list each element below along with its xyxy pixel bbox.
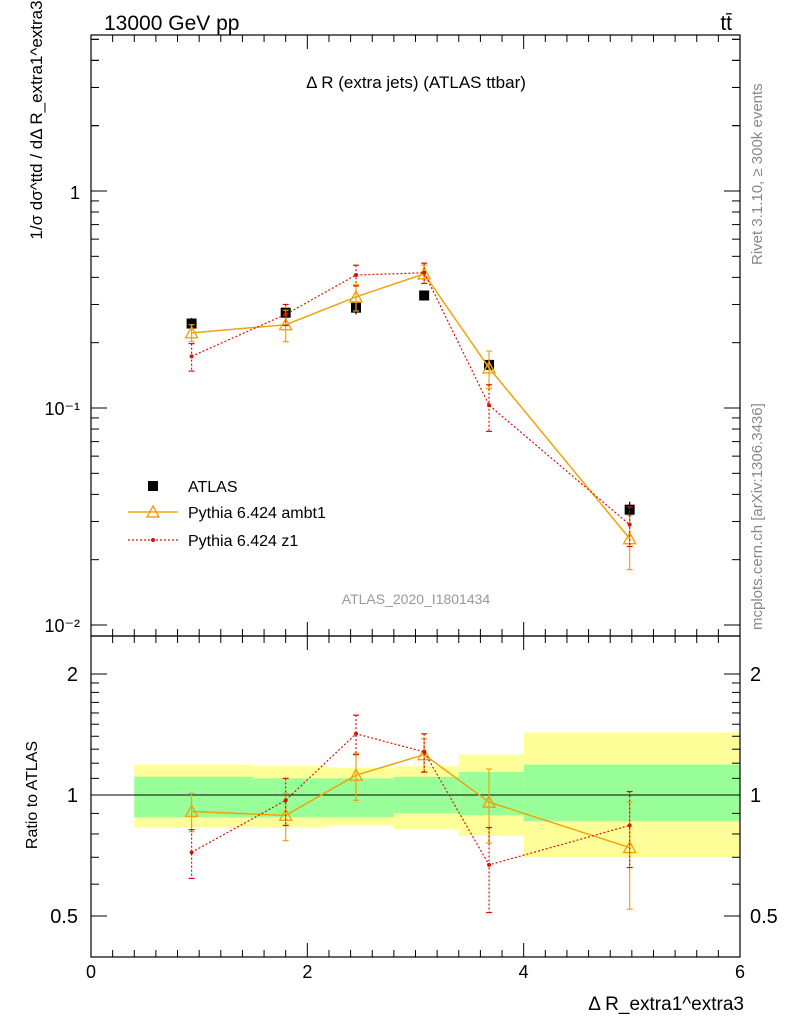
ratio-z1-point [422, 749, 427, 754]
atlas-data-point [624, 504, 635, 515]
x-axis-label: Δ R_extra1^extra3 [588, 994, 744, 1015]
z1-point [487, 403, 492, 408]
x-tick-label: 4 [519, 962, 529, 982]
legend-marker-ambt1 [145, 504, 161, 518]
watermark: ATLAS_2020_I1801434 [342, 591, 491, 607]
ratio-z1-point [487, 862, 492, 867]
ratio-y-axis-label: Ratio to ATLAS [24, 741, 41, 849]
uncertainty-band-inner [458, 772, 524, 816]
ambt1-point [481, 360, 497, 374]
legend-label-ambt1: Pythia 6.424 ambt1 [188, 505, 326, 522]
ratio-z1-point [283, 798, 288, 803]
main-y-tick-label: 10⁻² [44, 616, 80, 636]
atlas-data-point [419, 290, 430, 301]
atlas-data-point [186, 318, 197, 329]
header-left: 13000 GeV pp [104, 12, 239, 35]
z1-point [189, 354, 194, 359]
ratio-ambt1-point [184, 804, 199, 818]
ratio-z1-point [189, 850, 194, 855]
legend-label-atlas: ATLAS [188, 479, 238, 496]
legend: ATLAS Pythia 6.424 ambt1 Pythia 6.424 z1 [128, 479, 326, 550]
main-y-axis-label: 1/σ dσ^ttd / dΔ R_extra1^extra3 [27, 0, 46, 239]
ambt1-point [184, 325, 199, 339]
ambt1-point [348, 289, 364, 303]
ratio-y-tick-label: 2 [67, 664, 78, 686]
main-y-tick-label: 10⁻¹ [44, 399, 80, 419]
z1-point [422, 270, 427, 275]
ratio-plot: 0 2 4 6 0.5 0.5 1 1 2 2 [50, 635, 778, 982]
header-right: tt̄ [720, 12, 732, 35]
legend-marker-z1 [151, 538, 155, 542]
z1-point [354, 273, 359, 278]
main-y-tick-label: 1 [70, 183, 80, 203]
uncertainty-band-inner [328, 778, 394, 818]
z1-point [627, 522, 632, 527]
z1-point [283, 312, 288, 317]
legend-label-z1: Pythia 6.424 z1 [188, 533, 298, 550]
ratio-ambt1-line [191, 753, 630, 849]
ratio-y-tick-label: 2 [750, 664, 761, 686]
ambt1-point [278, 317, 293, 331]
legend-marker-atlas [148, 481, 158, 491]
ratio-y-tick-label: 0.5 [750, 906, 778, 928]
ratio-z1-point [354, 731, 359, 736]
main-plot-title: Δ R (extra jets) (ATLAS ttbar) [306, 73, 526, 92]
uncertainty-band-inner [523, 764, 740, 822]
mcplots-label: mcplots.cern.ch [arXiv:1306.3436] [749, 403, 766, 630]
rivet-label: Rivet 3.1.10, ≥ 300k events [749, 83, 766, 265]
ratio-z1-point [627, 823, 632, 828]
ambt1-line [191, 272, 631, 540]
z1-line [191, 272, 631, 526]
ratio-y-tick-label: 1 [67, 785, 78, 807]
ratio-ambt1-point [481, 794, 497, 808]
ratio-y-tick-label: 1 [750, 785, 761, 807]
x-tick-label: 0 [86, 962, 96, 982]
ratio-z1-line [191, 733, 630, 866]
ratio-ambt1-point [348, 767, 364, 781]
x-tick-label: 2 [302, 962, 312, 982]
x-tick-label: 6 [735, 962, 745, 982]
ratio-y-tick-label: 0.5 [50, 906, 78, 928]
